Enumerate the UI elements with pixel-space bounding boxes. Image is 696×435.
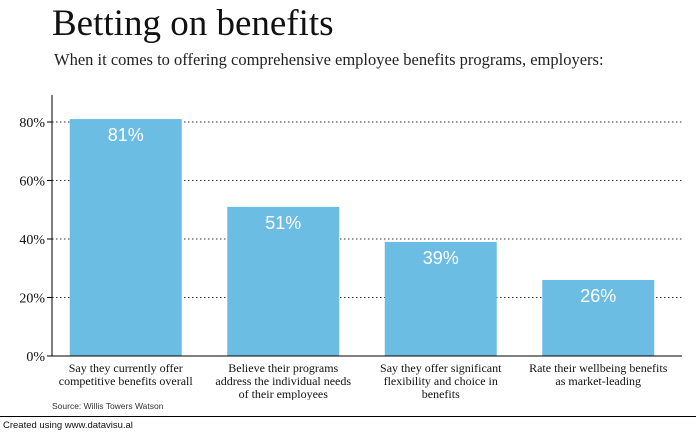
y-tick-label: 60% <box>19 175 45 190</box>
x-category-label: Say they offer significant flexibility an… <box>380 361 502 400</box>
axes <box>47 95 682 357</box>
chart-title: Betting on benefits <box>52 3 334 44</box>
source-note: Source: Willis Towers Watson <box>52 401 164 411</box>
bar <box>69 119 182 356</box>
y-tick-label: 0% <box>26 350 45 365</box>
x-category-line: competitive benefits overall <box>59 374 194 388</box>
bar <box>542 279 655 356</box>
bar <box>384 241 497 356</box>
data-label: 81% <box>108 125 144 145</box>
bar <box>227 206 340 356</box>
data-label: 26% <box>580 286 616 306</box>
footer-divider <box>0 416 696 417</box>
bar-chart: 0% 20% 40% 60% 80% 81% 51% 39% 26% Say they cur… <box>19 95 682 400</box>
y-tick-labels: 0% 20% 40% 60% 80% <box>19 116 45 365</box>
x-category-line: benefits <box>422 387 460 400</box>
data-labels: 81% 51% 39% 26% <box>108 125 617 306</box>
y-tick-label: 40% <box>19 233 45 248</box>
x-category-line: Say they offer significant <box>380 361 502 375</box>
x-category-label: Believe their programs address the indivi… <box>215 361 351 400</box>
x-category-line: address the individual needs <box>215 374 351 388</box>
data-label: 51% <box>265 213 301 233</box>
bars <box>69 119 655 356</box>
x-category-line: Rate their wellbeing benefits <box>529 361 668 375</box>
x-category-label: Rate their wellbeing benefits as market-l… <box>529 361 668 388</box>
x-category-line: of their employees <box>239 387 329 400</box>
x-category-labels: Say they currently offer competitive bene… <box>59 361 668 400</box>
y-tick-label: 20% <box>19 292 45 307</box>
y-tick-label: 80% <box>19 116 45 131</box>
x-category-label: Say they currently offer competitive bene… <box>59 361 194 388</box>
x-category-line: as market-leading <box>555 374 641 388</box>
chart-subtitle: When it comes to offering comprehensive … <box>54 50 604 69</box>
x-category-line: flexibility and choice in <box>384 374 498 388</box>
footer-credit: Created using www.datavisu.al <box>3 420 133 431</box>
x-category-line: Say they currently offer <box>69 361 183 375</box>
x-category-line: Believe their programs <box>228 361 338 375</box>
data-label: 39% <box>423 248 459 268</box>
